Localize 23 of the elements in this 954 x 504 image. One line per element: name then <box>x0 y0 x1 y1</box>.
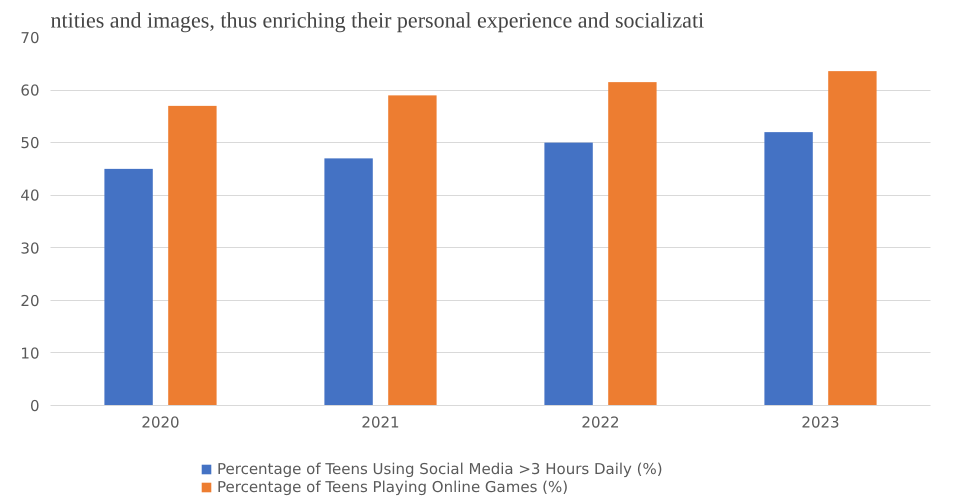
x-tick-label: 2021 <box>361 414 400 432</box>
y-tick-label: 20 <box>20 292 40 310</box>
y-tick-label: 30 <box>20 239 40 258</box>
bar <box>104 168 153 406</box>
y-tick-label: 50 <box>20 134 40 152</box>
bar <box>828 71 877 406</box>
y-tick-label: 10 <box>20 344 40 362</box>
bar <box>608 82 657 406</box>
y-tick-label: 60 <box>20 82 40 100</box>
bar <box>764 132 813 406</box>
y-tick-label: 0 <box>30 397 40 415</box>
x-tick-label: 2022 <box>581 414 620 432</box>
bar <box>544 142 593 406</box>
x-tick-label: 2023 <box>801 414 840 432</box>
y-tick-label: 40 <box>20 186 40 205</box>
y-tick-label: 70 <box>20 29 40 47</box>
bar <box>324 158 373 406</box>
legend-label: Percentage of Teens Playing Online Games (%) <box>217 478 568 496</box>
bar <box>168 106 217 406</box>
text: ntities and images, thus enriching their personal experience and socializati <box>50 8 704 32</box>
bar <box>388 95 437 406</box>
x-tick-label: 2020 <box>141 414 180 432</box>
legend-label: Percentage of Teens Using Social Media >3 Hours Daily (%) <box>217 460 663 478</box>
